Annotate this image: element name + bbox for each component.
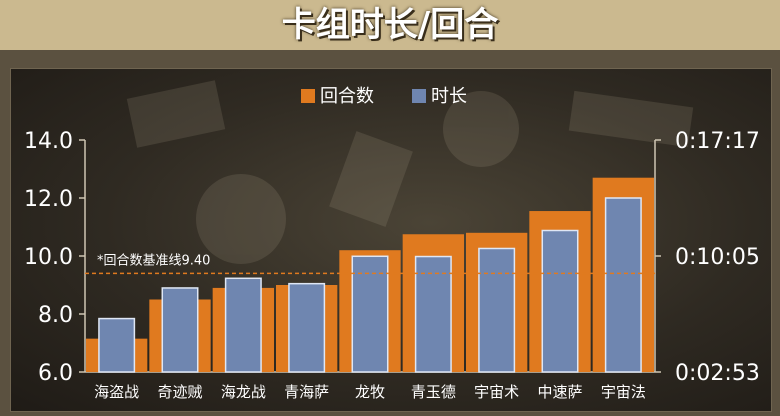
legend-label-duration: 时长 [431,86,467,107]
chart-title: 卡组时长/回合 [281,5,499,45]
title-bar: 卡组时长/回合 [0,0,780,50]
duration-bar [288,282,326,373]
duration-bar [478,247,516,373]
duration-bar [351,255,389,373]
right-tick-label: 0:17:17 [675,129,760,154]
duration-bar [604,197,642,373]
left-axis-ticks: 6.0 8.0 10.0 12.0 14.0 [24,129,85,386]
x-tick-label: 青海萨 [284,383,329,401]
left-tick-label: 12.0 [24,187,73,212]
x-tick-label: 中速萨 [537,383,582,401]
background-art [126,80,694,264]
legend: 回合数 时长 [301,86,467,107]
duration-bar [161,287,199,373]
left-tick-label: 10.0 [24,245,73,270]
x-tick-label: 奇迹贼 [157,383,202,401]
x-tick-label: 宇宙术 [474,383,519,401]
x-axis-labels: 海盗战 奇迹贼 海龙战 青海萨 龙牧 青玉德 宇宙术 中速萨 宇宙法 [94,383,646,401]
duration-bar [541,229,579,373]
left-tick-label: 6.0 [38,361,73,386]
duration-bars [98,197,642,373]
reference-line-label: *回合数基准线9.40 [97,253,210,268]
right-axis-ticks: 0:02:53 0:10:05 0:17:17 [655,129,760,386]
left-tick-label: 8.0 [38,303,73,328]
x-tick-label: 海盗战 [94,383,139,401]
duration-bar [414,255,452,373]
legend-swatch-rounds [301,89,315,103]
x-tick-label: 海龙战 [221,383,266,401]
duration-bar [224,277,262,373]
right-tick-label: 0:02:53 [675,361,760,386]
right-tick-label: 0:10:05 [675,245,760,270]
reference-line-group: *回合数基准线9.40 [85,253,655,275]
x-tick-label: 龙牧 [355,383,385,401]
left-tick-label: 14.0 [24,129,73,154]
legend-swatch-duration [412,89,426,103]
x-tick-label: 青玉德 [411,383,456,401]
legend-label-rounds: 回合数 [320,86,374,107]
x-tick-label: 宇宙法 [601,383,646,401]
duration-bar [98,317,136,373]
